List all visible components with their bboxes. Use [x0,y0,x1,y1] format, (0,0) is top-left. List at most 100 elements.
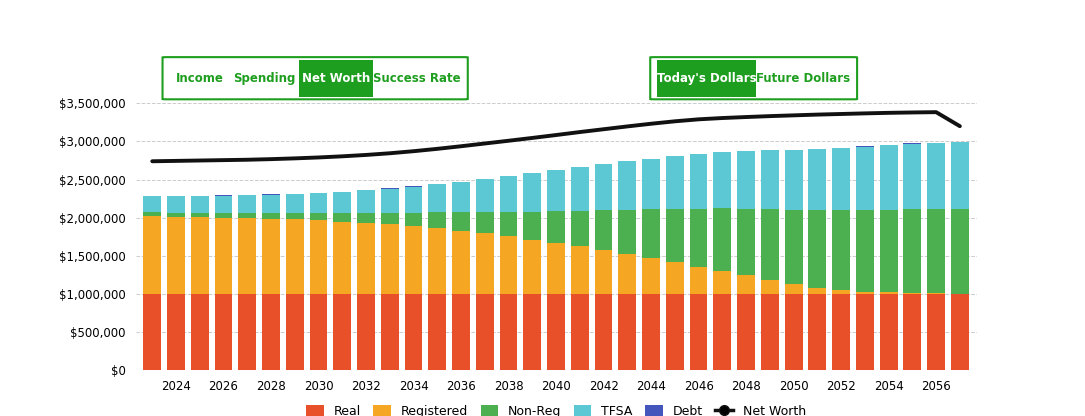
FancyBboxPatch shape [656,59,756,97]
Bar [808,288,827,294]
Bar [880,294,897,370]
Bar [333,294,352,370]
Bar [880,292,897,294]
Bar [856,210,873,292]
Bar [309,294,328,370]
Legend: Real, Registered, Non-Reg, TFSA, Debt, Net Worth: Real, Registered, Non-Reg, TFSA, Debt, N… [301,400,812,416]
Bar [618,254,636,294]
Bar [571,246,589,294]
Bar [476,294,494,370]
Bar [666,262,684,294]
Bar [143,294,162,370]
Bar [856,292,873,294]
Bar [405,294,422,370]
Bar [928,209,945,293]
Bar [571,167,589,211]
Bar [642,209,660,258]
Bar [642,158,660,209]
Bar [808,294,827,370]
Bar [309,213,328,220]
Bar [357,223,375,294]
Text: Net Worth: Net Worth [302,72,370,85]
Bar [690,294,707,370]
Bar [167,213,184,217]
Bar [167,196,184,213]
Bar [737,294,755,370]
Bar [239,294,256,370]
Bar [595,250,612,294]
Bar [381,188,398,213]
Bar [191,294,208,370]
Bar [333,213,352,221]
Bar [784,294,803,370]
Bar [452,182,470,212]
Bar [642,294,660,370]
Bar [452,212,470,231]
Bar [618,210,636,254]
Bar [950,294,969,370]
Bar [880,145,897,210]
Bar [714,271,731,294]
Bar [595,294,612,370]
Bar [215,213,232,218]
Bar [215,218,232,294]
Bar [784,210,803,285]
Bar [571,294,589,370]
Text: Today's Dollars: Today's Dollars [656,72,756,85]
Bar [285,213,304,219]
Bar [215,294,232,370]
Bar [429,184,446,212]
Bar [143,212,162,216]
Text: Future Dollars: Future Dollars [756,72,851,85]
FancyBboxPatch shape [756,59,851,97]
FancyBboxPatch shape [163,57,468,99]
Bar [547,171,565,211]
Bar [143,216,162,294]
Bar [429,228,446,294]
Bar [452,294,470,370]
Bar [595,210,612,250]
Text: Success Rate: Success Rate [373,72,461,85]
Bar [215,196,232,213]
Bar [784,150,803,210]
Bar [309,193,328,213]
Bar [452,231,470,294]
Bar [333,192,352,213]
Bar [285,294,304,370]
Bar [832,210,850,290]
Bar [714,153,731,208]
Bar [547,243,565,294]
FancyBboxPatch shape [230,59,298,97]
Bar [476,212,494,233]
Bar [333,221,352,294]
Bar [832,290,850,294]
Bar [357,294,375,370]
Bar [309,220,328,294]
Bar [856,294,873,370]
Bar [405,213,422,226]
Bar [476,179,494,212]
Bar [523,240,541,294]
Bar [737,208,755,275]
Bar [239,218,256,294]
Bar [761,150,779,209]
FancyBboxPatch shape [650,57,857,99]
Bar [690,208,707,267]
Bar [714,208,731,271]
Bar [285,219,304,294]
Bar [523,173,541,212]
Bar [904,144,921,209]
FancyBboxPatch shape [373,59,461,97]
Bar [523,212,541,240]
Bar [191,196,208,213]
Bar [285,194,304,213]
Bar [357,191,375,213]
Bar [500,212,518,236]
Bar [904,209,921,293]
Text: Spending: Spending [233,72,295,85]
Bar [500,294,518,370]
Bar [880,210,897,292]
Bar [547,211,565,243]
Bar [618,294,636,370]
Bar [167,294,184,370]
